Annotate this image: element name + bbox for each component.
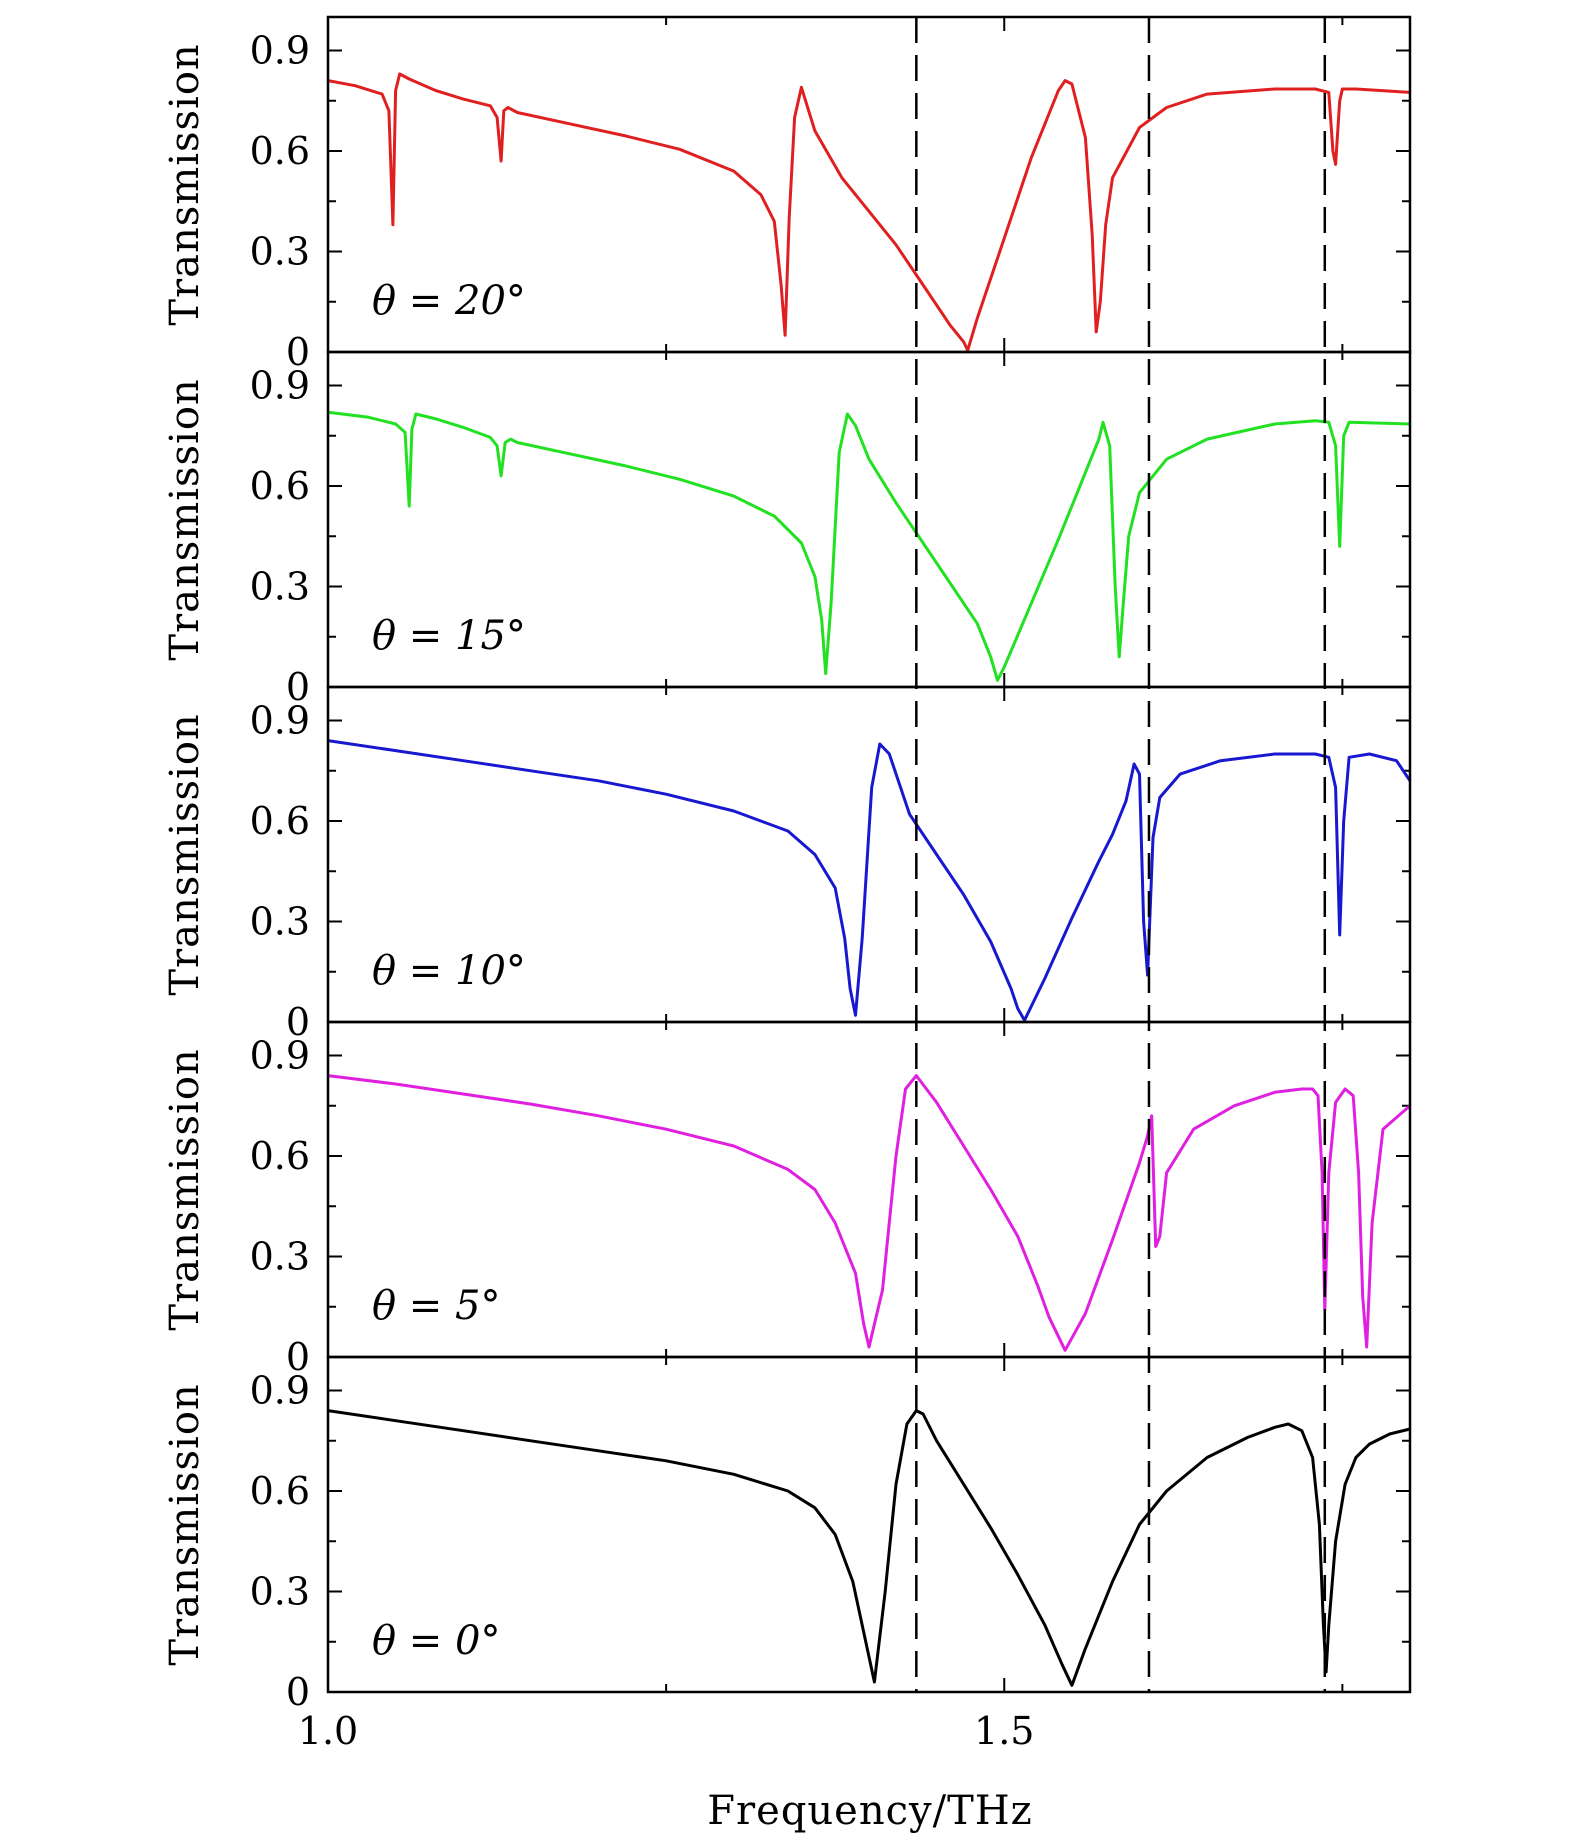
y-tick-label: 0.3 (250, 1570, 310, 1614)
y-tick-label: 0.3 (250, 230, 310, 274)
series-line-0 (327, 72, 1411, 352)
panels-layer: 0 0.3 0.6 0.9 Transmission θ = 20° 0 0.3 0.6 0.9 T… (162, 17, 1412, 1714)
panel-4: 0 0.3 0.6 0.9 Transmission θ = 0° (162, 1357, 1411, 1714)
y-axis-title: Transmission (162, 378, 208, 660)
y-tick-label: 0.6 (250, 464, 310, 508)
y-tick-label: 0 (286, 665, 310, 709)
y-axis-title: Transmission (162, 713, 208, 995)
frames-layer (326, 15, 1412, 1694)
y-tick-label: 0 (286, 1000, 310, 1044)
y-axis-title: Transmission (162, 1383, 208, 1665)
y-axis-title: Transmission (162, 1048, 208, 1330)
y-tick-label: 0.3 (250, 900, 310, 944)
y-tick-label: 0.6 (250, 1134, 310, 1178)
angle-label: θ = 20° (372, 278, 526, 324)
series-line-2 (327, 739, 1412, 1022)
y-tick-label: 0.6 (250, 799, 310, 843)
panel-3: 0 0.3 0.6 0.9 Transmission θ = 5° (162, 1022, 1411, 1379)
y-axis-title: Transmission (162, 43, 208, 325)
y-tick-label: 0.9 (250, 1369, 310, 1413)
angle-label: θ = 0° (372, 1618, 500, 1664)
y-tick-label: 0 (286, 1670, 310, 1714)
y-tick-label: 0.9 (250, 364, 310, 408)
y-tick-label: 0.6 (250, 1469, 310, 1513)
x-tick-label: 1.5 (974, 1709, 1034, 1753)
y-tick-label: 0 (286, 1335, 310, 1379)
angle-label: θ = 10° (372, 948, 526, 994)
y-tick-label: 0.3 (250, 565, 310, 609)
y-tick-label: 0.9 (250, 699, 310, 743)
series-line-3 (327, 1074, 1411, 1352)
x-axis: 1.0 1.5 (298, 1709, 1035, 1753)
dashed-lines-layer (915, 17, 1327, 1692)
angle-label: θ = 15° (372, 613, 526, 659)
x-tick-label: 1.0 (298, 1709, 358, 1753)
panel-frame (326, 1355, 1412, 1694)
y-tick-label: 0.9 (250, 29, 310, 73)
y-tick-label: 0.6 (250, 129, 310, 173)
angle-label: θ = 5° (372, 1283, 500, 1329)
series-line-1 (327, 410, 1411, 682)
panel-2: 0 0.3 0.6 0.9 Transmission θ = 10° (162, 687, 1412, 1044)
y-tick-label: 0.9 (250, 1034, 310, 1078)
y-tick-label: 0 (286, 330, 310, 374)
panel-0: 0 0.3 0.6 0.9 Transmission θ = 20° (162, 17, 1411, 374)
x-axis-title: Frequency/THz (707, 1788, 1032, 1834)
panel-1: 0 0.3 0.6 0.9 Transmission θ = 15° (162, 352, 1411, 709)
y-tick-label: 0.3 (250, 1235, 310, 1279)
